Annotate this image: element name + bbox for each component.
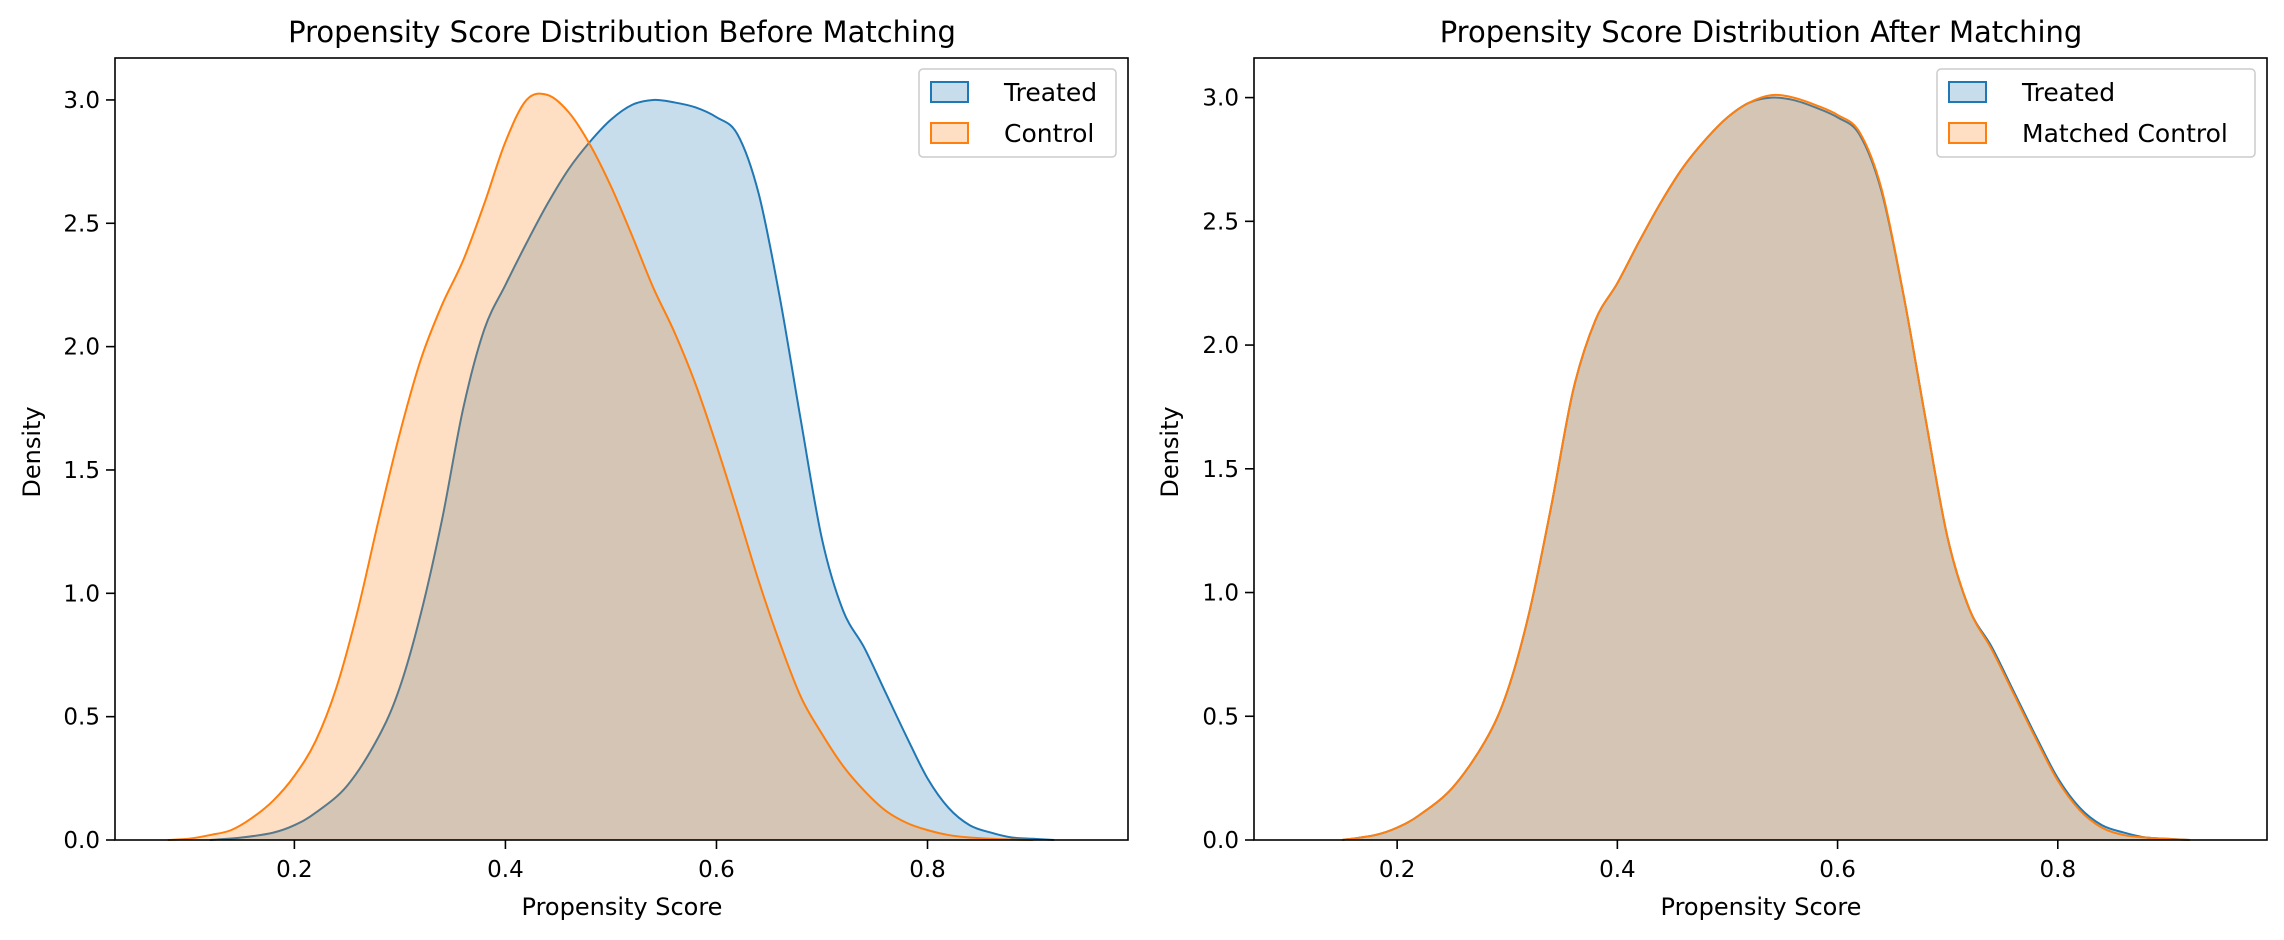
plot-area (167, 92, 1055, 841)
x-tick-label: 0.8 (2040, 857, 2077, 883)
x-tick-label: 0.4 (487, 857, 524, 883)
legend-label-matched-control: Matched Control (2022, 119, 2228, 148)
area-fill-treated (209, 99, 1055, 840)
plot-area (1341, 93, 2190, 841)
legend-frame (1936, 68, 2256, 158)
y-tick-label: 2.5 (63, 211, 100, 237)
axis-ticks: 0.2 0.4 0.6 0.8 0.0 0.5 1.0 1.5 2.0 2.5 3.0 (63, 88, 945, 883)
y-tick-label: 2.0 (1202, 333, 1239, 359)
y-tick-label: 0.5 (63, 705, 100, 731)
y-axis-label: Density (18, 406, 46, 497)
y-tick-label: 0.0 (1202, 828, 1239, 854)
y-tick-label: 2.5 (1202, 209, 1239, 235)
y-tick-label: 0.0 (63, 828, 100, 854)
area-fill-matched-control (1342, 94, 2190, 841)
legend-label-control: Control (1004, 119, 1094, 148)
legend-label-treated: Treated (2021, 78, 2115, 107)
x-tick-label: 0.6 (698, 857, 735, 883)
area-fill-treated (1342, 97, 2190, 840)
y-tick-label: 1.0 (63, 581, 100, 607)
x-tick-label: 0.2 (276, 857, 313, 883)
axis-ticks: 0.2 0.4 0.6 0.8 0.0 0.5 1.0 1.5 2.0 2.5 3.0 (1202, 86, 2076, 883)
legend-swatch-matched-control (1948, 122, 1987, 144)
x-tick-label: 0.2 (1379, 857, 1416, 883)
series-line-treated (209, 98, 1055, 841)
legend: Treated Control (918, 68, 1117, 158)
chart-title: Propensity Score Distribution Before Mat… (288, 15, 956, 49)
legend: Treated Matched Control (1936, 68, 2256, 158)
chart-before-matching: Propensity Score Distribution Before Mat… (18, 15, 1129, 921)
legend-swatch-treated (1948, 81, 1987, 103)
legend-swatch-control (930, 122, 969, 144)
legend-swatch-treated (930, 81, 969, 103)
x-tick-label: 0.8 (909, 857, 946, 883)
axes-frame (114, 57, 1129, 841)
y-tick-label: 1.5 (63, 458, 100, 484)
area-fill-control (167, 93, 1034, 840)
chart-after-matching: Propensity Score Distribution After Matc… (1156, 15, 2268, 921)
x-axis-label: Propensity Score (1661, 893, 1862, 921)
y-tick-label: 3.0 (63, 88, 100, 114)
chart-title: Propensity Score Distribution After Matc… (1440, 15, 2083, 49)
x-tick-label: 0.4 (1599, 857, 1636, 883)
y-axis-label: Density (1156, 406, 1184, 497)
series-line-matched-control (1341, 93, 2190, 841)
y-tick-label: 2.0 (63, 335, 100, 361)
x-tick-label: 0.6 (1819, 857, 1856, 883)
y-tick-label: 3.0 (1202, 86, 1239, 112)
y-tick-label: 1.0 (1202, 581, 1239, 607)
axes-frame (1253, 57, 2268, 841)
series-line-control (167, 92, 1034, 841)
y-tick-label: 0.5 (1202, 704, 1239, 730)
x-axis-label: Propensity Score (522, 893, 723, 921)
y-tick-label: 1.5 (1202, 457, 1239, 483)
legend-label-treated: Treated (1003, 78, 1097, 107)
